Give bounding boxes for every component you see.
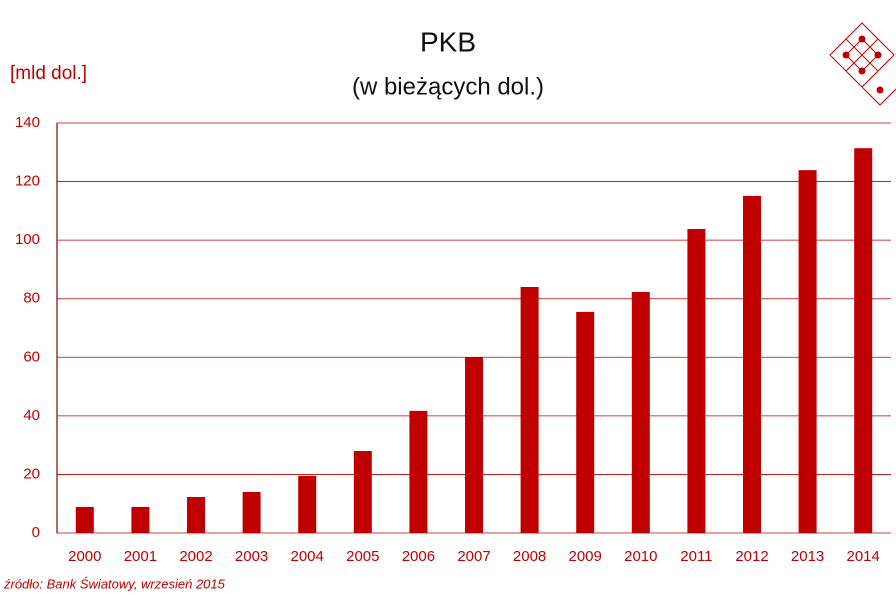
bar (631, 291, 650, 533)
bar (465, 356, 483, 533)
y-tick-label: 100 (15, 231, 40, 248)
x-tick-label: 2006 (402, 548, 435, 565)
x-tick-label: 2008 (513, 548, 546, 565)
source-note: źródło: Bank Światowy, wrzesień 2015 (3, 576, 226, 591)
x-tick-label: 2011 (680, 548, 712, 565)
y-tick-label: 20 (23, 465, 40, 482)
chart-subtitle: (w bieżących dol.) (352, 73, 544, 100)
bar (353, 451, 372, 533)
x-tick-label: 2009 (569, 548, 602, 565)
x-tick-label: 2001 (124, 548, 157, 565)
bar (687, 229, 706, 533)
y-tick-label: 120 (15, 173, 40, 190)
chart-title: PKB (420, 26, 476, 57)
x-tick-label: 2010 (624, 548, 657, 565)
bar (854, 148, 873, 533)
bar (520, 287, 539, 533)
bar (131, 506, 150, 533)
bar (298, 475, 317, 533)
bar (187, 496, 205, 533)
bar (75, 506, 94, 533)
x-tick-label: 2004 (291, 548, 324, 565)
logo (829, 22, 896, 106)
bar (798, 170, 817, 533)
y-axis-label: [mld dol.] (10, 63, 87, 84)
bar (576, 311, 595, 533)
y-tick-label: 0 (32, 524, 40, 541)
x-tick-label: 2013 (791, 548, 824, 565)
x-tick-label: 2000 (68, 548, 101, 565)
y-tick-label: 40 (23, 407, 40, 424)
x-tick-label: 2005 (346, 548, 379, 565)
y-tick-label: 140 (15, 114, 40, 131)
y-tick-label: 60 (23, 348, 40, 365)
x-tick-label: 2003 (235, 548, 268, 565)
bar (409, 410, 428, 533)
bar (242, 492, 261, 533)
x-tick-label: 2007 (457, 548, 490, 565)
y-tick-label: 80 (23, 290, 40, 307)
x-tick-label: 2002 (179, 548, 212, 565)
bar (743, 195, 761, 533)
x-tick-label: 2014 (847, 548, 880, 565)
x-tick-label: 2012 (735, 548, 768, 565)
